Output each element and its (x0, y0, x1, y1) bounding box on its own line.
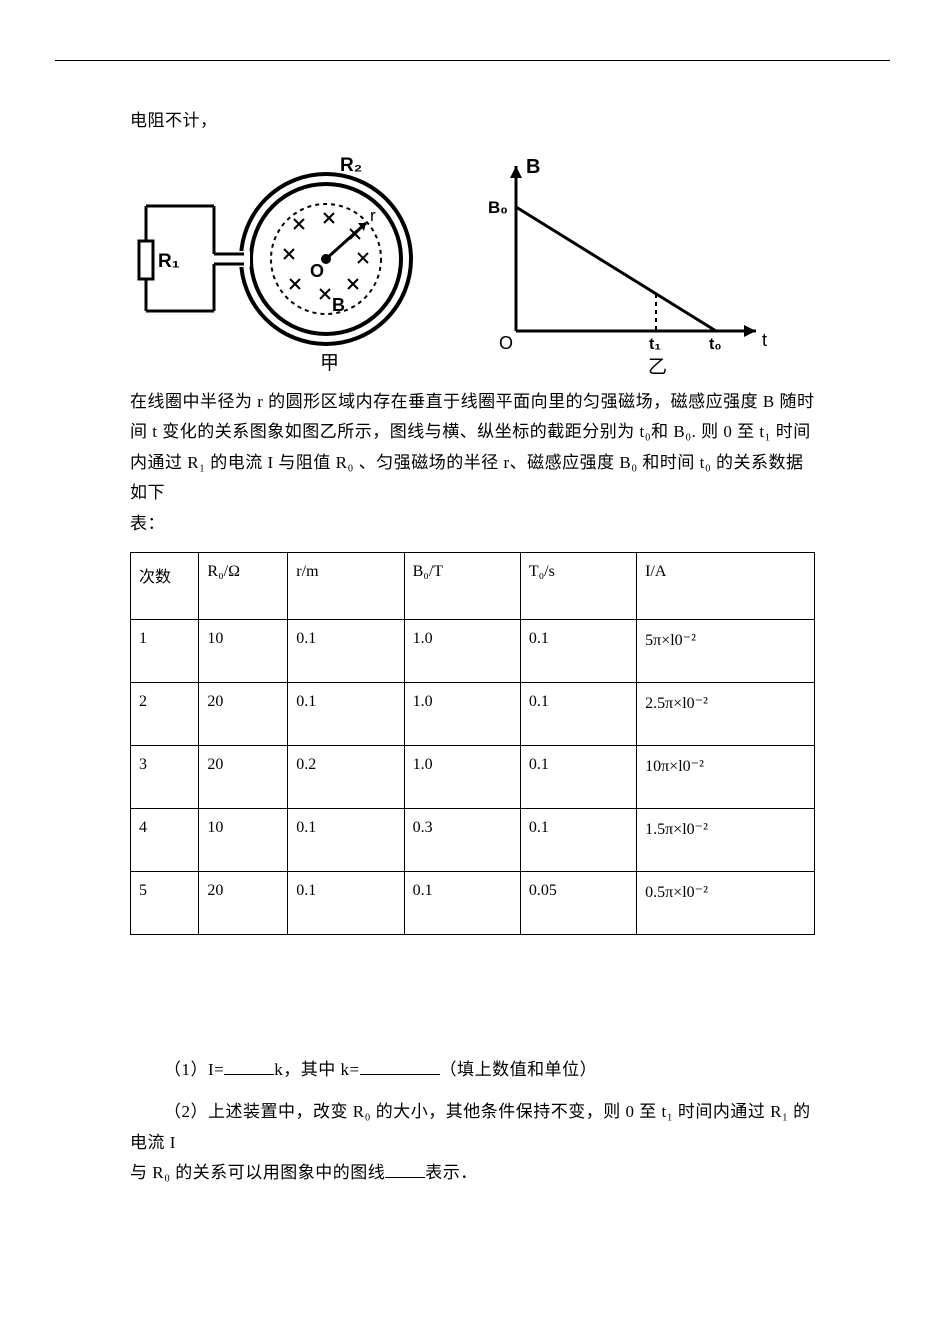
q2-line2-suffix: 表示． (425, 1163, 478, 1182)
x-tick1: t₁ (649, 336, 661, 353)
blank-3[interactable] (385, 1160, 425, 1178)
cell: 10 (199, 619, 288, 682)
q1-mid: k，其中 k= (274, 1060, 359, 1079)
label-O: O (310, 261, 324, 281)
th-r0: R₀/Ω (199, 552, 288, 619)
figure-circuit: O r (136, 151, 426, 381)
data-table: 次数 R₀/Ω r/m B₀/T T₀/s I/A 1 10 0.1 1.0 0… (130, 552, 815, 935)
cell: 10 (199, 808, 288, 871)
blank-1[interactable] (224, 1057, 274, 1075)
cell: 0.1 (520, 619, 636, 682)
question-1: （1）I= k，其中 k= （填上数值和单位） (130, 1055, 815, 1086)
cell: 0.5π×l0⁻² (637, 871, 815, 934)
cell: 0.3 (404, 808, 520, 871)
cell: 3 (131, 745, 199, 808)
cell: 0.1 (404, 871, 520, 934)
intro-line: 电阻不计， (130, 106, 815, 137)
q2-line2-prefix: 与 R₀ 的关系可以用图象中的图线 (130, 1163, 385, 1182)
cell: 10π×l0⁻² (637, 745, 815, 808)
caption-yi: 乙 (648, 357, 667, 376)
cell: 0.1 (520, 808, 636, 871)
origin-label: O (499, 333, 513, 353)
mid-para-2: 间 t 变化的关系图象如图乙所示，图线与横、纵坐标的截距分别为 t₀和 B₀. … (130, 417, 815, 448)
th-r: r/m (288, 552, 404, 619)
q1-suffix: （填上数值和单位） (440, 1060, 598, 1079)
th-t0: T₀/s (520, 552, 636, 619)
label-R1: R₁ (158, 251, 180, 272)
th-n: 次数 (131, 552, 199, 619)
graph-svg: B t O B₀ t₁ t₀ 乙 (466, 151, 776, 376)
th-b0: B₀/T (404, 552, 520, 619)
cell: 0.1 (520, 682, 636, 745)
cell: 1 (131, 619, 199, 682)
cell: 4 (131, 808, 199, 871)
cell: 0.1 (288, 871, 404, 934)
cell: 0.05 (520, 871, 636, 934)
mid-para-4: 表： (130, 509, 815, 540)
cell: 0.1 (520, 745, 636, 808)
figure-graph: B t O B₀ t₁ t₀ 乙 (466, 151, 776, 381)
question-2-line1: （2）上述装置中，改变 R₀ 的大小，其他条件保持不变，则 0 至 t₁ 时间内… (130, 1097, 815, 1158)
table-row: 1 10 0.1 1.0 0.1 5π×l0⁻² (131, 619, 815, 682)
cell: 0.1 (288, 619, 404, 682)
label-r: r (370, 206, 376, 225)
circuit-svg: O r (136, 151, 426, 376)
cell: 1.5π×l0⁻² (637, 808, 815, 871)
caption-jia: 甲 (320, 353, 339, 374)
x-tick2: t₀ (709, 336, 722, 353)
cell: 5π×l0⁻² (637, 619, 815, 682)
figure-row: O r (136, 151, 815, 381)
blank-2[interactable] (360, 1057, 440, 1075)
cell: 20 (199, 682, 288, 745)
q1-prefix: （1）I= (164, 1060, 224, 1079)
label-R2: R₂ (340, 155, 362, 176)
mid-para-3: 内通过 R₁ 的电流 I 与阻值 R₀ 、匀强磁场的半径 r、磁感应强度 B₀ … (130, 448, 815, 509)
table-row: 3 20 0.2 1.0 0.1 10π×l0⁻² (131, 745, 815, 808)
cell: 1.0 (404, 619, 520, 682)
table-row: 5 20 0.1 0.1 0.05 0.5π×l0⁻² (131, 871, 815, 934)
cell: 2 (131, 682, 199, 745)
y-intercept-label: B₀ (488, 198, 508, 217)
mid-para-1: 在线圈中半径为 r 的圆形区域内存在垂直于线圈平面向里的匀强磁场，磁感应强度 B… (130, 387, 815, 418)
cell: 5 (131, 871, 199, 934)
cell: 2.5π×l0⁻² (637, 682, 815, 745)
cell: 20 (199, 745, 288, 808)
cell: 1.0 (404, 682, 520, 745)
table-row: 2 20 0.1 1.0 0.1 2.5π×l0⁻² (131, 682, 815, 745)
table-row: 4 10 0.1 0.3 0.1 1.5π×l0⁻² (131, 808, 815, 871)
axis-x-label: t (762, 330, 767, 350)
cell: 0.1 (288, 808, 404, 871)
th-i: I/A (637, 552, 815, 619)
axis-y-label: B (526, 156, 540, 178)
question-2-line2: 与 R₀ 的关系可以用图象中的图线 表示． (130, 1158, 815, 1189)
cell: 0.1 (288, 682, 404, 745)
cell: 0.2 (288, 745, 404, 808)
cell: 20 (199, 871, 288, 934)
table-header-row: 次数 R₀/Ω r/m B₀/T T₀/s I/A (131, 552, 815, 619)
label-B-field: B (332, 295, 345, 315)
cell: 1.0 (404, 745, 520, 808)
